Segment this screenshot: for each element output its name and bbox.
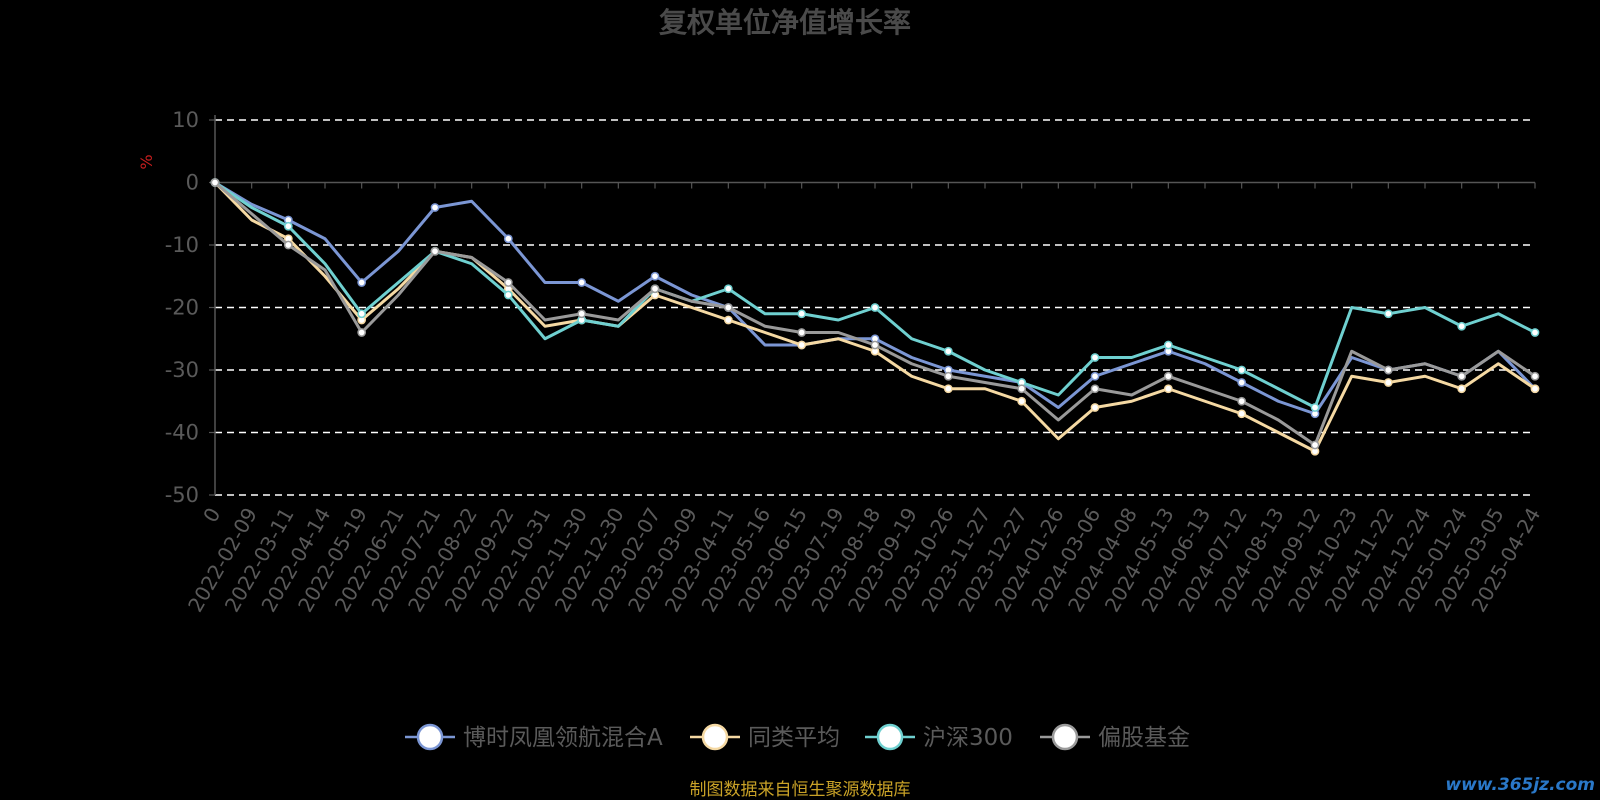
legend-marker bbox=[876, 723, 904, 751]
series-point-2 bbox=[870, 303, 880, 312]
series-point-2 bbox=[357, 309, 367, 319]
series-point-3 bbox=[723, 303, 733, 312]
y-tick-label: -50 bbox=[165, 483, 199, 507]
series-point-1 bbox=[1383, 378, 1393, 387]
y-tick-label: 0 bbox=[186, 171, 199, 195]
legend-marker bbox=[1051, 723, 1079, 751]
chart-title: 复权单位净值增长率 bbox=[659, 6, 911, 39]
series-lines bbox=[210, 178, 1540, 456]
series-line-2 bbox=[214, 181, 1536, 409]
series-point-3 bbox=[870, 340, 880, 350]
series-point-0 bbox=[577, 278, 587, 287]
series-point-3 bbox=[1383, 365, 1393, 375]
series-point-1 bbox=[1530, 384, 1540, 394]
series-point-2 bbox=[1090, 353, 1100, 362]
series-point-3 bbox=[943, 371, 953, 381]
series-point-3 bbox=[1163, 371, 1173, 381]
series-point-2 bbox=[1237, 365, 1247, 375]
series-point-2 bbox=[283, 221, 293, 231]
series-point-3 bbox=[1457, 371, 1467, 381]
y-axis-unit: % bbox=[137, 154, 156, 169]
y-tick-labels: 10 0 -10 -20 -30 -40 -50 bbox=[165, 108, 199, 507]
series-point-1 bbox=[1017, 396, 1027, 406]
series-point-0 bbox=[650, 271, 660, 281]
series-line-0 bbox=[214, 181, 1537, 416]
legend-marker bbox=[416, 723, 444, 751]
series-point-3 bbox=[1017, 384, 1027, 394]
series-point-0 bbox=[357, 278, 367, 287]
legend-label: 偏股基金 bbox=[1098, 725, 1190, 751]
series-point-3 bbox=[1237, 396, 1247, 406]
legend-item-3[interactable]: 偏股基金 bbox=[1040, 723, 1190, 751]
series-point-1 bbox=[1163, 384, 1173, 394]
series-point-3 bbox=[1090, 384, 1100, 394]
legend-label: 沪深300 bbox=[923, 725, 1013, 751]
series-point-3 bbox=[1530, 371, 1540, 381]
series-point-1 bbox=[723, 315, 733, 325]
y-tick-label: -20 bbox=[165, 296, 199, 320]
legend-label: 同类平均 bbox=[748, 725, 840, 751]
legend-item-1[interactable]: 同类平均 bbox=[690, 723, 840, 751]
y-tick-label: 10 bbox=[172, 108, 199, 132]
series-point-1 bbox=[1237, 409, 1247, 419]
series-point-3 bbox=[503, 278, 513, 287]
series-point-3 bbox=[357, 328, 367, 337]
series-point-1 bbox=[797, 340, 807, 350]
series-point-0 bbox=[1090, 371, 1100, 381]
series-point-0 bbox=[430, 203, 440, 212]
series-point-3 bbox=[283, 240, 293, 250]
legend[interactable]: 博时凤凰领航混合A 同类平均 沪深300 偏股基金 bbox=[405, 723, 1190, 751]
series-point-2 bbox=[1163, 340, 1173, 350]
series-point-3 bbox=[650, 284, 660, 294]
series-point-1 bbox=[943, 384, 953, 394]
series-point-2 bbox=[1457, 321, 1467, 331]
legend-label: 博时凤凰领航混合A bbox=[463, 725, 663, 751]
series-point-2 bbox=[503, 290, 513, 300]
series-point-2 bbox=[943, 346, 953, 356]
series-point-2 bbox=[1530, 328, 1540, 337]
series-point-3 bbox=[430, 246, 440, 256]
y-tick-label: -10 bbox=[165, 233, 199, 257]
series-point-1 bbox=[1090, 403, 1100, 412]
y-tick-label: -30 bbox=[165, 358, 199, 382]
series-point-2 bbox=[797, 309, 807, 319]
series-point-3 bbox=[1310, 440, 1320, 450]
x-tick-labels: 02022-02-092022-03-112022-04-142022-05-1… bbox=[183, 503, 1545, 616]
series-point-0 bbox=[1237, 378, 1247, 387]
series-line-1 bbox=[213, 181, 1536, 453]
series-point-2 bbox=[1383, 309, 1393, 319]
series-point-2 bbox=[1310, 403, 1320, 412]
series-point-1 bbox=[1457, 384, 1467, 394]
series-point-2 bbox=[723, 284, 733, 294]
legend-item-0[interactable]: 博时凤凰领航混合A bbox=[405, 723, 663, 751]
series-point-3 bbox=[797, 328, 807, 337]
series-point-0 bbox=[503, 234, 513, 244]
series-point-3 bbox=[210, 178, 220, 187]
watermark: www.365jz.com bbox=[1445, 775, 1595, 795]
series-point-3 bbox=[577, 309, 587, 319]
y-tick-label: -40 bbox=[165, 421, 199, 445]
legend-marker bbox=[701, 723, 729, 751]
data-source-note: 制图数据来自恒生聚源数据库 bbox=[690, 780, 911, 800]
x-tick-label: 0 bbox=[198, 504, 225, 527]
legend-item-2[interactable]: 沪深300 bbox=[865, 723, 1013, 751]
